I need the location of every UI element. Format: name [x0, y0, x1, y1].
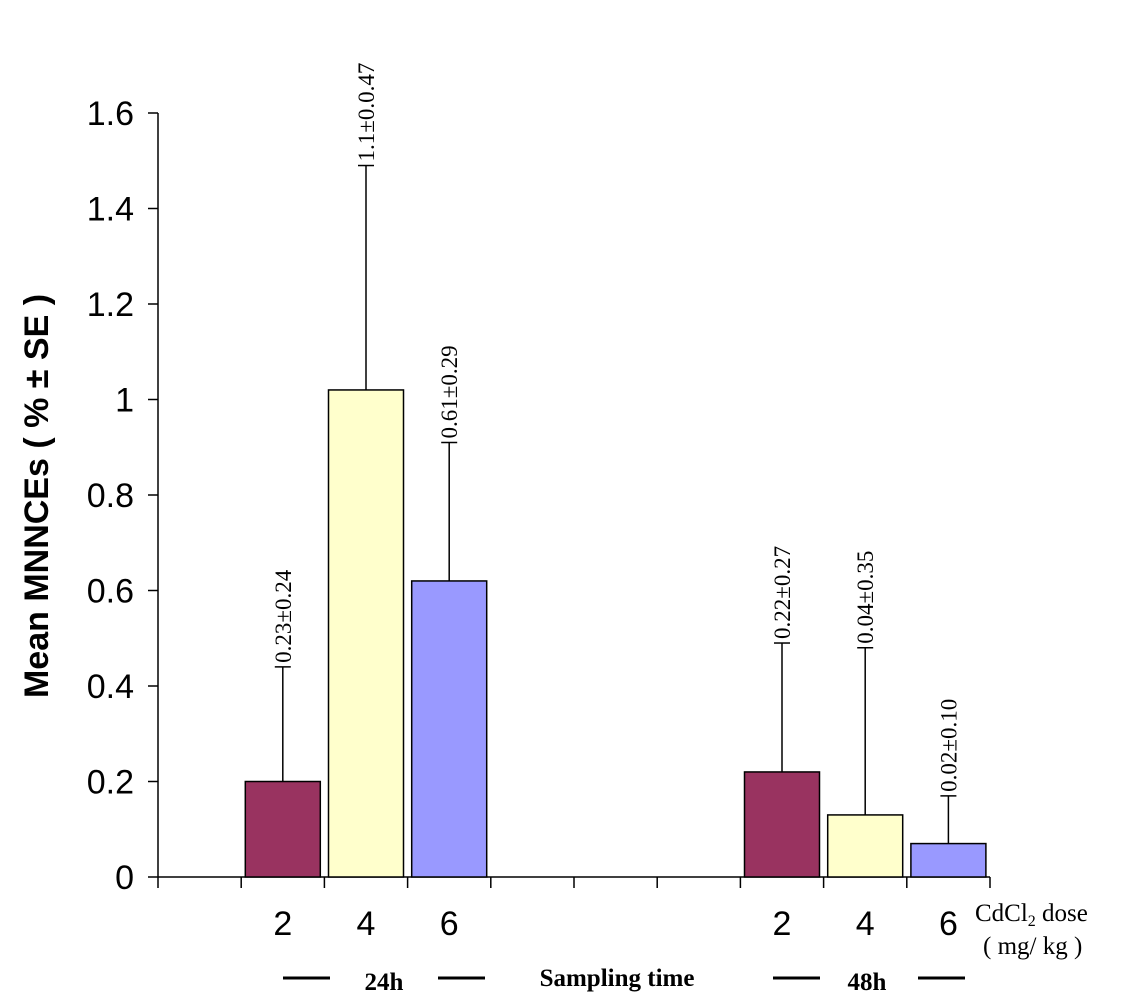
y-tick-label: 0.6 [87, 573, 134, 611]
data-label: 0.23±0.24 [271, 569, 296, 663]
y-tick-label: 0.2 [87, 764, 134, 802]
dose-tick-label: 4 [856, 905, 875, 943]
data-label: 1.1±0.0.47 [354, 63, 379, 162]
bar [743, 771, 821, 878]
data-label: 0.04±0.35 [853, 551, 878, 644]
y-tick-label: 1 [115, 382, 134, 420]
bar [410, 580, 488, 878]
y-tick-label: 0.4 [87, 668, 134, 706]
y-tick-label: 1.2 [87, 286, 134, 324]
axes: 0 0.2 0.4 0.6 0.8 1 1.2 1.4 1.6 [87, 95, 991, 897]
dose-label-tail: dose [1036, 900, 1088, 927]
group-48h-label: 48h [848, 969, 887, 996]
dose-label-subscript: 2 [1028, 913, 1036, 930]
data-label: 0.22±0.27 [770, 546, 795, 639]
dose-unit-label: ( mg/ kg ) [983, 933, 1082, 960]
dose-tick-label: 2 [773, 905, 792, 943]
bar [327, 389, 405, 878]
bars [244, 164, 987, 878]
bar [244, 780, 322, 878]
labels: 0.23±0.24 2 1.1±0.0.47 4 0.61±0.29 6 0.22±0.27… [271, 63, 962, 943]
bar [826, 814, 904, 878]
dose-axis-label: CdCl2 dose [975, 900, 1088, 930]
y-axis-label: Mean MNNCEs ( % ± SE ) [18, 294, 56, 698]
y-tick-label: 1.4 [87, 191, 134, 229]
y-tick-label: 1.6 [87, 95, 134, 133]
group-24h-label: 24h [365, 969, 404, 996]
dose-tick-label: 6 [939, 905, 958, 943]
bar [910, 842, 987, 878]
y-tick-label: 0.8 [87, 477, 134, 515]
data-label: 0.61±0.29 [437, 345, 462, 438]
dose-tick-label: 4 [357, 905, 376, 943]
data-label: 0.02±0.10 [936, 699, 961, 792]
sampling-time-label: Sampling time [540, 965, 695, 992]
y-tick-label: 0 [115, 859, 134, 897]
dose-tick-label: 2 [273, 905, 292, 943]
dose-label-main: CdCl [975, 900, 1028, 927]
dose-tick-label: 6 [440, 905, 459, 943]
